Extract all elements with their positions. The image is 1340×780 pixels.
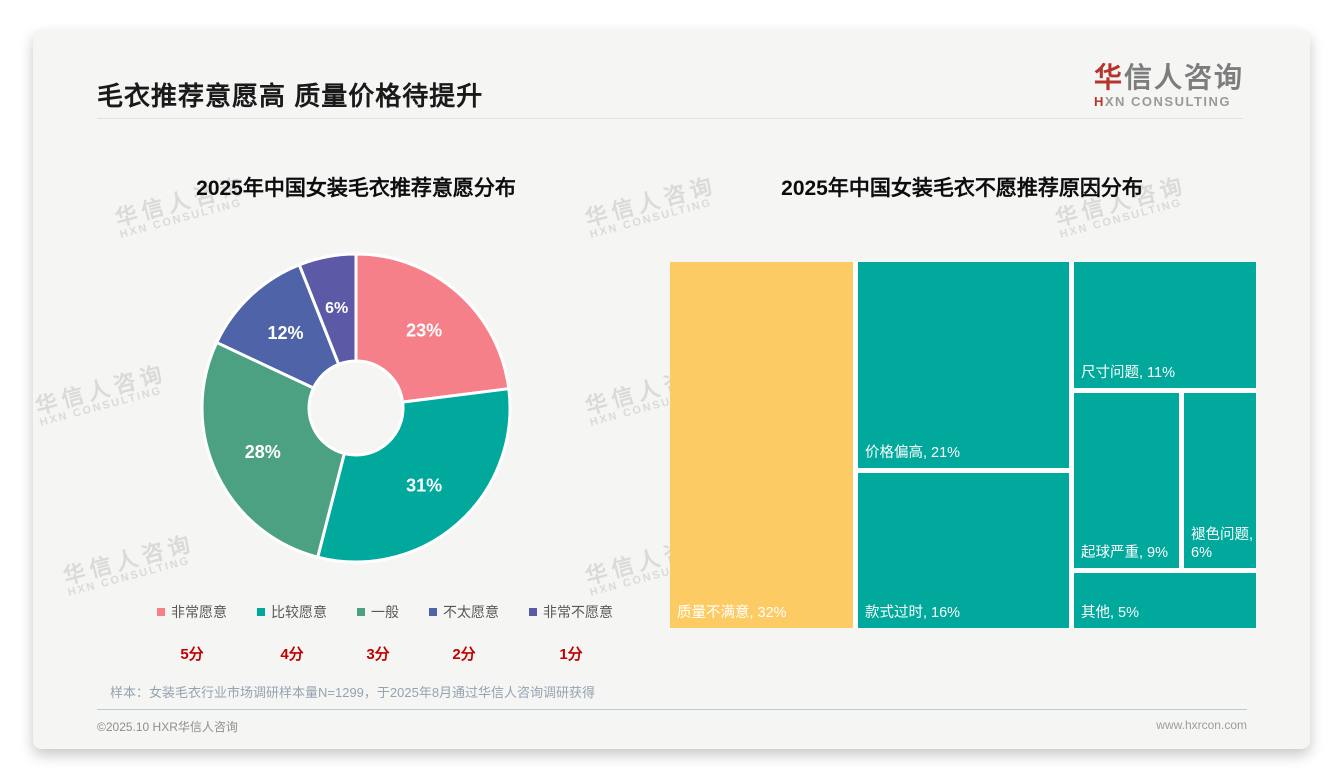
footer-copyright: ©2025.10 HXR华信人咨询 xyxy=(97,720,238,734)
treemap-chart: 质量不满意, 32% 价格偏高, 21% 款式过时, 16% 尺寸问题, 11%… xyxy=(670,262,1256,628)
pie-value-label: 31% xyxy=(406,475,442,495)
treemap-chart-title: 2025年中国女装毛衣不愿推荐原因分布 xyxy=(781,177,1143,200)
pie-value-label: 28% xyxy=(245,442,281,462)
report-slide: 华信人咨询 HXN CONSULTING 华信人咨询 HXN CONSULTING … xyxy=(33,30,1310,749)
treemap-cell-label: 起球严重, 9% xyxy=(1081,544,1169,561)
legend-label: 比较愿意 xyxy=(271,604,327,620)
legend-swatch xyxy=(529,608,537,616)
pie-slice xyxy=(200,340,346,559)
score-label: 3分 xyxy=(366,646,390,663)
pie-slice xyxy=(354,252,511,404)
legend-item: 不太愿意 xyxy=(429,602,499,622)
donut-legend: 非常愿意 比较愿意 一般 不太愿意 非常不愿意 5分 4分 3分 2分 1分 xyxy=(157,602,613,664)
footer-divider xyxy=(97,709,1247,710)
pie-slice xyxy=(297,252,358,366)
legend-item: 一般 xyxy=(357,602,399,622)
score-label: 4分 xyxy=(280,646,304,663)
score-label: 2分 xyxy=(452,646,476,663)
logo-english: HXN CONSULTING xyxy=(1093,94,1232,109)
pie-value-label: 23% xyxy=(406,321,442,341)
legend-label: 非常愿意 xyxy=(171,604,227,620)
legend-label: 非常不愿意 xyxy=(543,604,613,620)
legend-label: 不太愿意 xyxy=(443,604,499,620)
pie-value-label: 6% xyxy=(325,300,348,317)
treemap-cell-style: 款式过时, 16% xyxy=(858,473,1069,628)
footer-url: www.hxrcon.com xyxy=(1156,718,1247,732)
legend-item: 比较愿意 xyxy=(257,602,327,622)
donut-chart-title: 2025年中国女装毛衣推荐意愿分布 xyxy=(196,177,516,200)
treemap-cell-fading: 褪色问题, 6% xyxy=(1184,393,1256,568)
donut-chart: 23% 31% 28% 12% 6% xyxy=(191,243,521,573)
pie-slice xyxy=(316,387,512,564)
pie-slice xyxy=(215,263,341,390)
legend-swatch xyxy=(257,608,265,616)
page-title: 毛衣推荐意愿高 质量价格待提升 xyxy=(97,81,484,111)
header-divider xyxy=(97,118,1243,119)
treemap-cell-size: 尺寸问题, 11% xyxy=(1074,262,1256,388)
sample-note: 样本：女装毛衣行业市场调研样本量N=1299，于2025年8月通过华信人咨询调研… xyxy=(110,685,596,700)
treemap-cell-label: 质量不满意, 32% xyxy=(677,604,787,621)
company-logo: 华信人咨询 HXN CONSULTING xyxy=(1093,62,1244,109)
score-label: 5分 xyxy=(180,646,204,663)
legend-label: 一般 xyxy=(371,604,399,620)
donut-svg: 23% 31% 28% 12% 6% xyxy=(200,252,512,564)
legend-item: 非常愿意 xyxy=(157,602,227,622)
treemap-cell-quality: 质量不满意, 32% xyxy=(670,262,853,628)
treemap-cell-pilling: 起球严重, 9% xyxy=(1074,393,1179,568)
legend-item: 非常不愿意 xyxy=(529,602,613,622)
treemap-cell-label: 尺寸问题, 11% xyxy=(1081,364,1176,381)
treemap-cell-label: 款式过时, 16% xyxy=(865,604,961,621)
legend-swatch xyxy=(429,608,437,616)
score-label: 1分 xyxy=(559,646,583,663)
legend-swatch xyxy=(357,608,365,616)
legend-swatch xyxy=(157,608,165,616)
treemap-cell-label: 价格偏高, 21% xyxy=(865,444,961,461)
treemap-cell-other: 其他, 5% xyxy=(1074,573,1256,628)
logo-chinese: 华信人咨询 xyxy=(1093,62,1244,93)
pie-value-label: 12% xyxy=(267,323,303,343)
treemap-cell-price: 价格偏高, 21% xyxy=(858,262,1069,468)
treemap-cell-label: 其他, 5% xyxy=(1081,604,1140,621)
treemap-cell-label: 褪色问题, 6% xyxy=(1191,526,1254,561)
